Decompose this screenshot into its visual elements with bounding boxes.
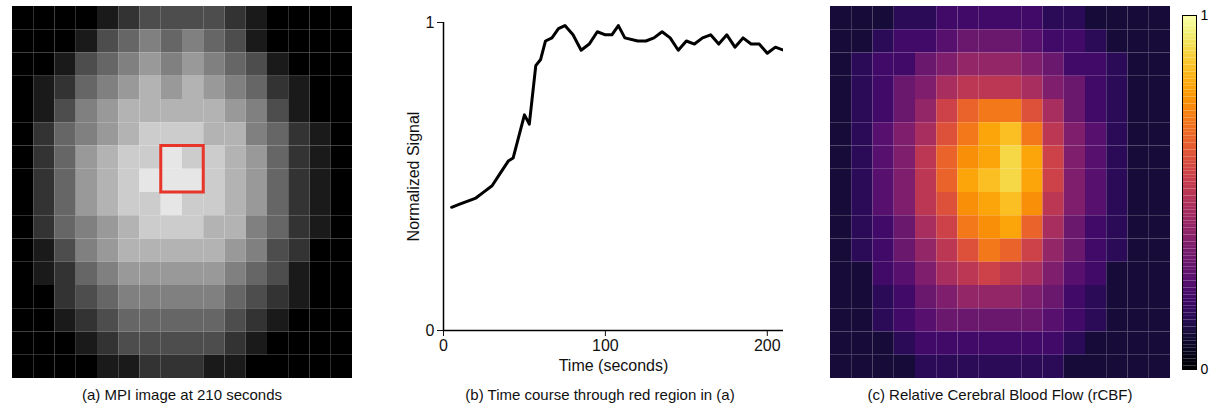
svg-text:1: 1 [426, 14, 435, 31]
svg-text:0: 0 [426, 322, 435, 339]
svg-text:200: 200 [754, 337, 781, 354]
svg-text:0: 0 [1201, 361, 1209, 377]
svg-text:100: 100 [592, 337, 619, 354]
svg-text:Time (seconds): Time (seconds) [559, 357, 669, 374]
svg-text:1: 1 [1201, 7, 1209, 23]
html-text:(c) Relative Cerebral Blood Fl: (c) Relative Cerebral Blood Flow (rCBF) [867, 386, 1133, 403]
html-text:(b) Time course through red re: (b) Time course through red region in (a… [465, 386, 735, 403]
html-text:(a) MPI image at 210 seconds: (a) MPI image at 210 seconds [81, 386, 282, 403]
svg-text:0: 0 [439, 337, 448, 354]
svg-text:Normalized Signal: Normalized Signal [405, 112, 422, 242]
